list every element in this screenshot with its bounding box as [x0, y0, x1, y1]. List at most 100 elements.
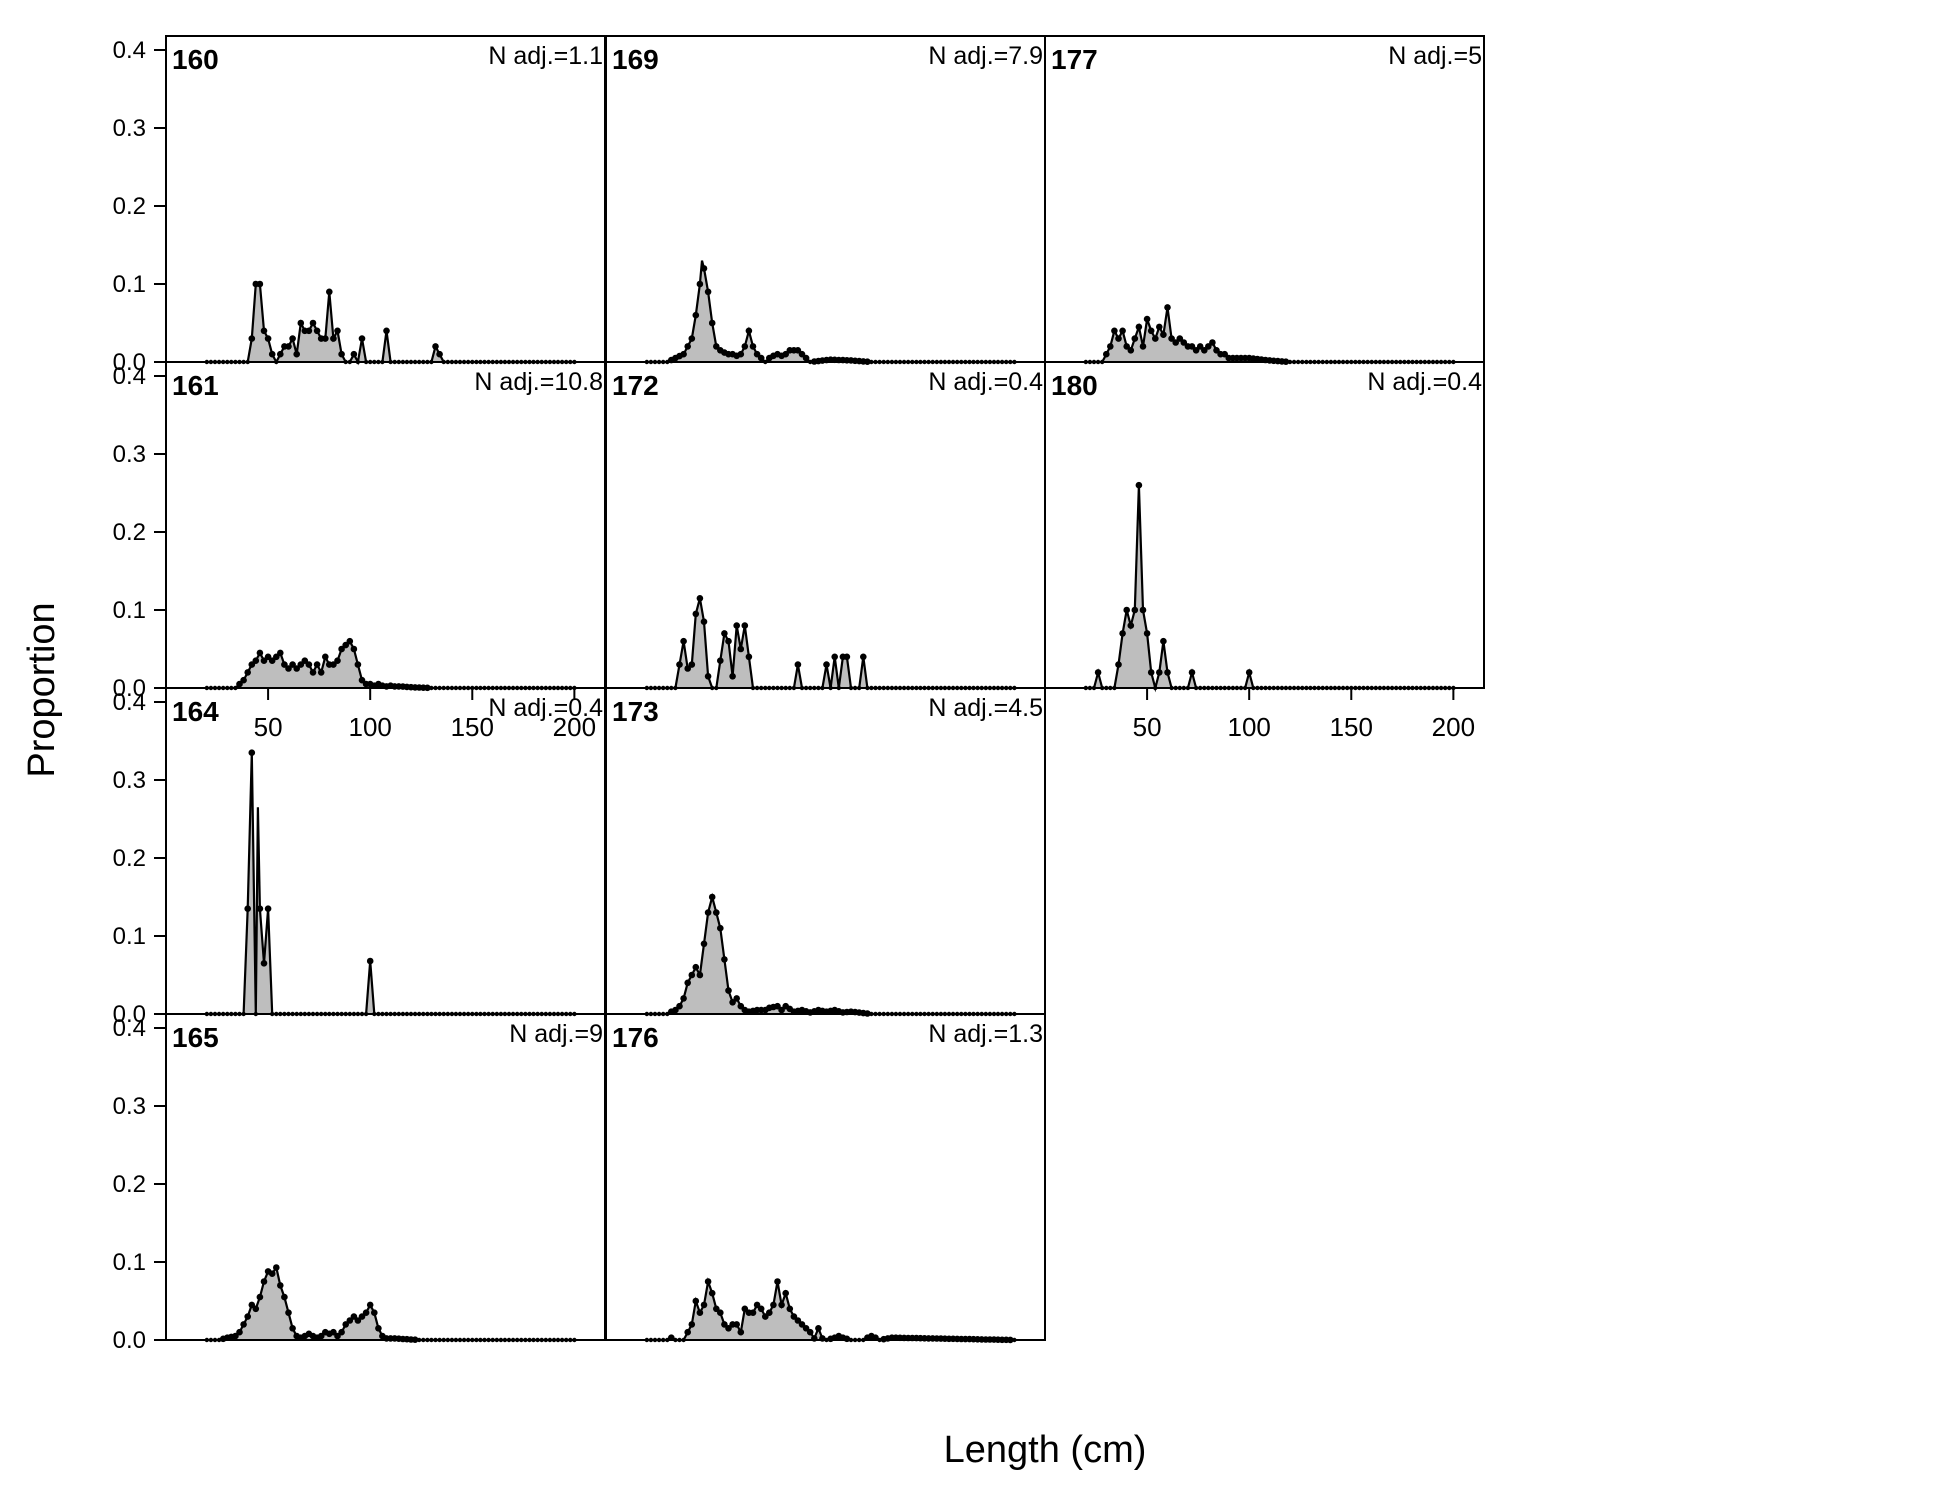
data-point: [1188, 669, 1196, 676]
data-point: [688, 661, 696, 668]
panel-label: 180: [1051, 370, 1098, 401]
data-point: [1111, 327, 1118, 335]
data-point: [794, 661, 802, 668]
data-point: [1139, 606, 1147, 614]
data-point: [334, 327, 341, 335]
data-point: [1143, 630, 1151, 637]
data-point: [684, 1328, 691, 1336]
data-point: [260, 960, 268, 967]
data-point: [721, 630, 728, 637]
y-tick-label: 0.0: [113, 349, 146, 376]
y-tick-label: 0.0: [113, 1001, 146, 1028]
data-point: [1119, 327, 1126, 335]
data-point: [322, 653, 329, 661]
data-point: [1205, 343, 1212, 350]
panel-177-area: [1085, 307, 1454, 362]
panel-173-frame: [605, 687, 1046, 1015]
data-point: [774, 1002, 781, 1010]
data-point: [1209, 339, 1216, 346]
y-tick-label: 0.1: [113, 923, 146, 950]
x-tick-label: 200: [553, 712, 596, 742]
panel-176-frame: [605, 1013, 1046, 1341]
panel-165-area: [206, 1267, 575, 1340]
data-point: [338, 1328, 345, 1336]
data-point: [717, 657, 724, 664]
data-point: [268, 350, 276, 358]
data-point: [692, 610, 700, 618]
data-point: [264, 335, 272, 342]
data-point: [371, 1309, 378, 1316]
y-tick-label: 0.1: [113, 1249, 146, 1276]
data-point: [293, 665, 301, 672]
data-point: [277, 649, 284, 657]
data-point: [725, 637, 732, 645]
data-point: [684, 343, 691, 350]
panel-label: 177: [1051, 44, 1098, 75]
data-point: [289, 1325, 296, 1332]
data-point: [362, 1309, 370, 1316]
data-point: [1115, 335, 1122, 342]
y-tick-label: 0.0: [113, 675, 146, 702]
data-point: [232, 1332, 239, 1340]
data-point: [309, 319, 317, 327]
y-axis-label: Proportion: [21, 602, 63, 777]
data-point: [350, 645, 358, 653]
data-point: [330, 335, 337, 342]
data-point: [240, 1321, 247, 1328]
y-tick-label: 0.1: [113, 597, 146, 624]
panel-label: 172: [612, 370, 659, 401]
data-point: [1127, 622, 1135, 629]
data-point: [1168, 335, 1175, 342]
data-point: [704, 1278, 712, 1285]
data-point: [326, 288, 333, 296]
data-point: [256, 280, 264, 288]
panel-160-frame: [165, 35, 606, 363]
data-point: [721, 1321, 728, 1328]
data-point: [1188, 343, 1196, 350]
data-point: [285, 665, 292, 672]
panel-label: 169: [612, 44, 659, 75]
data-point: [774, 1278, 781, 1285]
data-point: [289, 661, 296, 668]
data-point: [741, 343, 749, 350]
data-point: [741, 622, 749, 629]
data-point: [1147, 327, 1155, 335]
data-point: [692, 1297, 700, 1305]
panel-165-frame: [165, 1013, 606, 1341]
data-point: [696, 595, 704, 602]
data-point: [741, 1305, 749, 1313]
data-point: [244, 1313, 251, 1320]
panel-172: 172 N adj.=0.4: [605, 361, 1046, 691]
data-point: [692, 311, 700, 319]
data-point: [236, 680, 243, 688]
panel-161: 161 N adj.=10.8 0.0 0.1 0.2 0.3 0.4 50 100 150 200: [113, 361, 606, 742]
data-point: [358, 335, 366, 342]
data-point: [1135, 323, 1143, 331]
data-point: [757, 354, 765, 362]
n-adj-label: N adj.=5: [1388, 42, 1482, 70]
data-point: [366, 957, 374, 965]
data-point: [815, 1325, 822, 1332]
x-tick-label: 100: [348, 712, 391, 742]
data-point: [745, 327, 753, 335]
y-tick-label: 0.3: [113, 115, 146, 142]
data-point: [823, 661, 830, 668]
panel-160: 160 N adj.=1.1 0.0 0.1 0.2 0.3 0.4: [113, 35, 606, 376]
y-tick-label: 0.4: [113, 363, 146, 390]
data-point: [794, 1317, 802, 1324]
data-point: [277, 350, 284, 358]
data-point: [680, 995, 687, 1002]
y-tick-label: 0.4: [113, 1015, 146, 1042]
data-point: [1131, 606, 1139, 614]
y-tick-label: 0.2: [113, 519, 146, 546]
data-point: [753, 350, 761, 358]
data-point: [766, 1309, 773, 1316]
y-tick-label: 0.0: [113, 1327, 146, 1354]
data-point: [696, 280, 704, 288]
data-point: [778, 1006, 785, 1014]
data-point: [1213, 347, 1220, 354]
data-point: [334, 1332, 341, 1340]
panel-164: 164 N adj.=0.4 0.0 0.1 0.2 0.3 0.4: [113, 687, 606, 1028]
data-point: [338, 350, 345, 358]
data-point: [737, 645, 745, 653]
